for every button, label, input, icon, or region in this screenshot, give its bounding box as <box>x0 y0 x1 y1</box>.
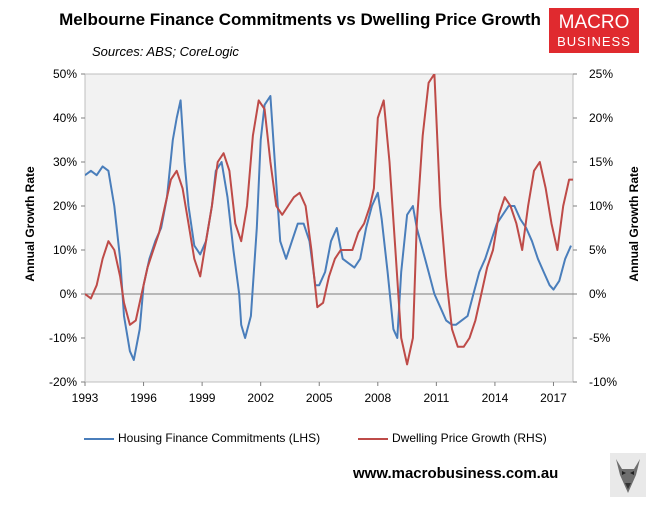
legend-label-finance: Housing Finance Commitments (LHS) <box>118 431 321 445</box>
left-tick-label: 20% <box>53 199 77 213</box>
x-tick-label: 2011 <box>423 391 449 405</box>
plot-area <box>84 73 574 383</box>
right-axis-title: Annual Growth Rate <box>627 166 641 282</box>
right-tick-label: 0% <box>589 287 607 301</box>
left-tick-label: 0% <box>60 287 78 301</box>
legend-item-prices: Dwelling Price Growth (RHS) <box>358 431 547 445</box>
left-tick-label: 40% <box>53 111 77 125</box>
left-tick-label: 10% <box>53 243 77 257</box>
x-tick-label: 2008 <box>364 391 391 405</box>
x-tick-label: 1996 <box>130 391 157 405</box>
x-tick-label: 2005 <box>306 391 333 405</box>
left-tick-label: -20% <box>49 375 77 389</box>
right-tick-label: 20% <box>589 111 613 125</box>
series-line-prices <box>85 74 573 366</box>
footer-url: www.macrobusiness.com.au <box>353 465 559 482</box>
legend-label-prices: Dwelling Price Growth (RHS) <box>392 431 547 445</box>
left-tick-label: -10% <box>49 331 77 345</box>
logo-line-macro: MACRO <box>558 12 630 33</box>
macrobusiness-logo: MACRO BUSINESS <box>549 8 639 53</box>
right-tick-label: 5% <box>589 243 607 257</box>
x-tick-label: 1993 <box>72 391 99 405</box>
right-tick-label: -10% <box>589 375 617 389</box>
chart-subtitle: Sources: ABS; CoreLogic <box>92 44 239 59</box>
x-tick-label: 2017 <box>540 391 567 405</box>
right-tick-label: 10% <box>589 199 613 213</box>
right-tick-label: 25% <box>589 67 613 81</box>
left-axis-title: Annual Growth Rate <box>23 166 37 282</box>
left-tick-label: 30% <box>53 155 77 169</box>
x-tick-label: 2014 <box>482 391 509 405</box>
right-tick-label: -5% <box>589 331 611 345</box>
chart-title: Melbourne Finance Commitments vs Dwellin… <box>59 10 541 29</box>
logo-line-business: BUSINESS <box>557 34 631 49</box>
legend-swatch-finance <box>84 437 114 440</box>
x-tick-label: 2002 <box>247 391 274 405</box>
left-tick-label: 50% <box>53 67 77 81</box>
legend-item-finance: Housing Finance Commitments (LHS) <box>84 431 320 445</box>
right-tick-label: 15% <box>589 155 613 169</box>
legend-swatch-prices <box>358 437 388 440</box>
x-tick-label: 1999 <box>189 391 216 405</box>
wolf-logo-icon <box>610 453 646 497</box>
